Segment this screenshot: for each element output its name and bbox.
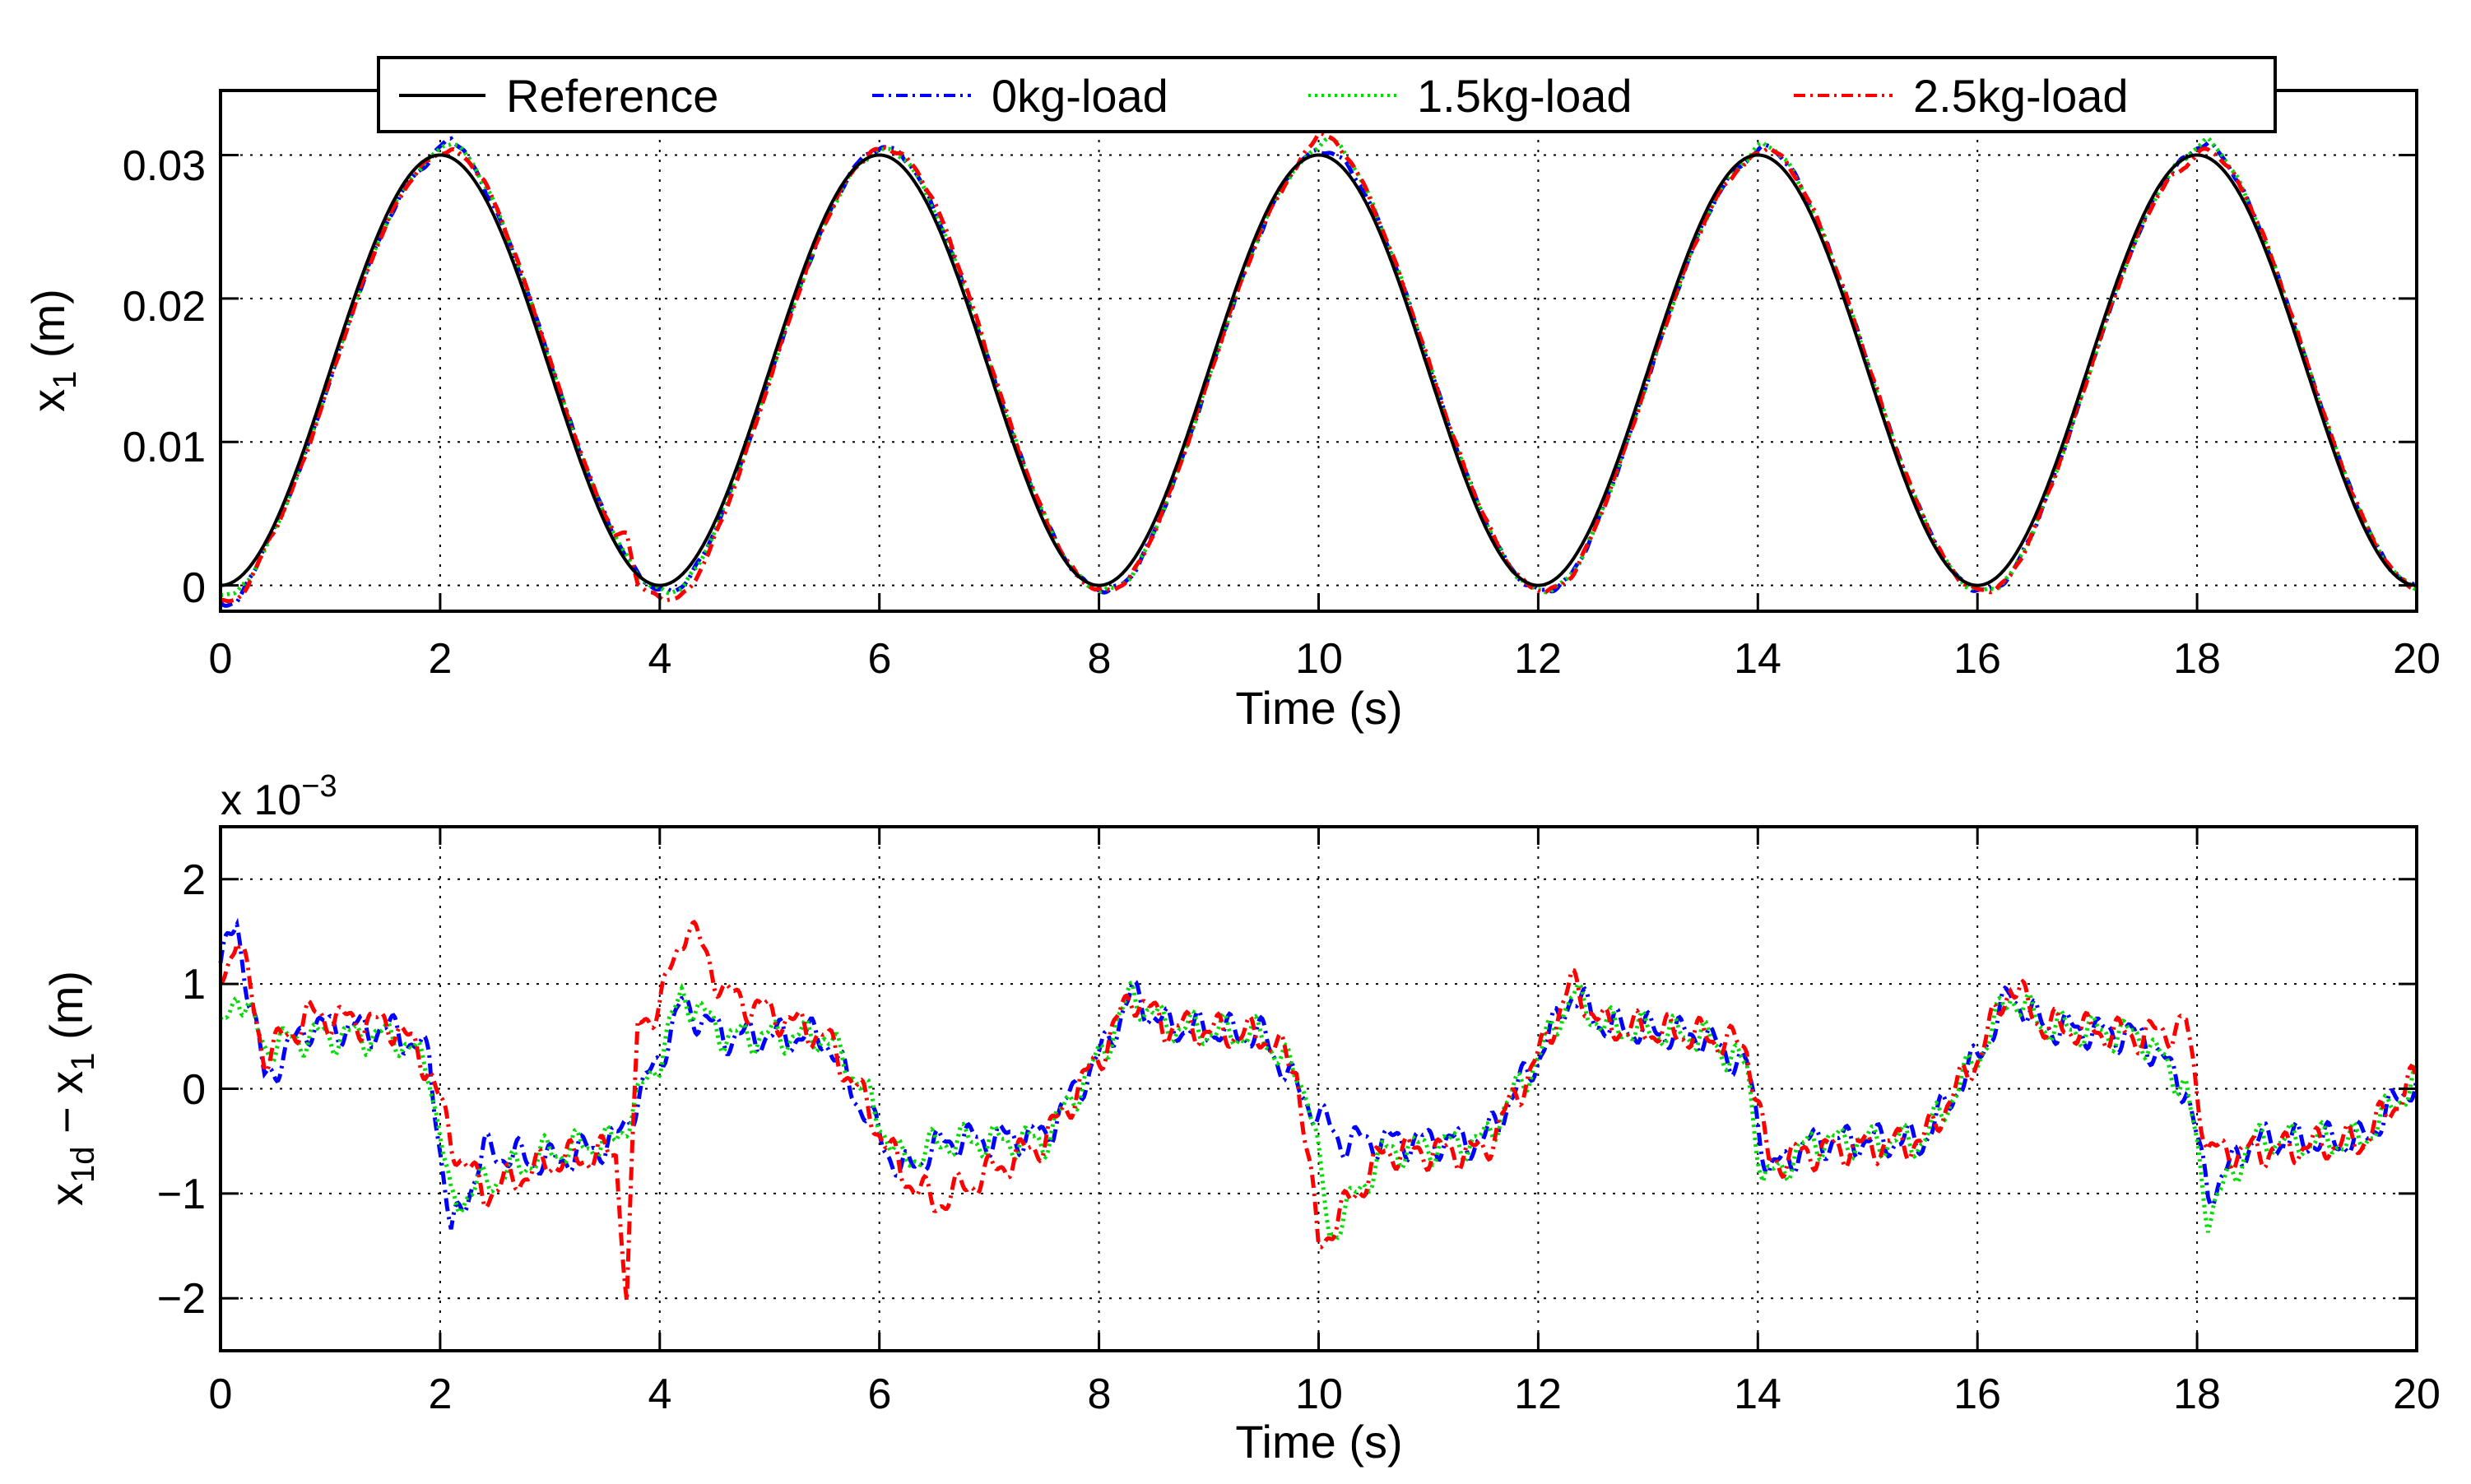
top-series-line-Reference — [221, 153, 2417, 587]
top-x-tick-label: 18 — [2173, 635, 2221, 683]
bottom-x-tick-label: 2 — [429, 1370, 453, 1418]
top-x-tick-label: 12 — [1514, 635, 1562, 683]
bottom-series-line-0kg-load — [218, 917, 2419, 1230]
bottom-y-multiplier-exp: −3 — [301, 769, 337, 804]
bottom-y-tick-label: 0 — [182, 1066, 206, 1114]
bottom-series-line-2.5kg-load — [220, 920, 2419, 1302]
bottom-x-tick-label: 16 — [1953, 1370, 2001, 1418]
bottom-plot: 0 2 4 6 8 10 12 14 16 18 20 −2 −1 0 1 2 … — [40, 769, 2441, 1468]
top-y-axis-title-main: x — [22, 389, 74, 412]
top-plot-area — [221, 90, 2417, 611]
top-x-tick-label: 10 — [1295, 635, 1343, 683]
top-y-axis-title-unit: (m) — [22, 289, 74, 371]
legend-label-1_5kg: 1.5kg-load — [1417, 70, 1633, 122]
top-series-line-2.5kg-load — [221, 131, 2418, 604]
bottom-y-tick-label: 2 — [182, 856, 206, 904]
top-x-tick-label: 4 — [648, 635, 672, 683]
top-y-tick-label: 0.01 — [123, 424, 206, 471]
bottom-y-multiplier: x 10−3 — [221, 769, 337, 824]
top-x-tick-label: 20 — [2393, 635, 2441, 683]
bottom-x-tick-labels: 0 2 4 6 8 10 12 14 16 18 20 — [209, 1370, 2441, 1418]
top-y-tick-label: 0.02 — [123, 283, 206, 331]
bottom-x-tick-label: 6 — [868, 1370, 892, 1418]
bottom-y-axis-title-unit: (m) — [40, 971, 92, 1053]
bottom-x-tick-label: 18 — [2173, 1370, 2221, 1418]
bottom-y-tick-label: −2 — [157, 1275, 206, 1323]
bottom-y-tick-label: −1 — [157, 1171, 206, 1218]
bottom-y-axis-title-main: x — [40, 1183, 92, 1206]
top-x-tick-labels: 0 2 4 6 8 10 12 14 16 18 20 — [209, 635, 2441, 683]
legend-label-0kg: 0kg-load — [992, 70, 1168, 122]
top-y-axis-title: x1 (m) — [22, 289, 83, 412]
top-y-tick-labels: 0 0.01 0.02 0.03 — [123, 142, 206, 612]
top-x-tick-label: 14 — [1734, 635, 1781, 683]
bottom-series — [218, 917, 2419, 1302]
legend: Reference 0kg-load 1.5kg-load 2.5kg-load — [377, 56, 2277, 133]
top-x-tick-label: 2 — [429, 635, 453, 683]
bottom-x-axis-title: Time (s) — [1235, 1416, 1402, 1468]
bottom-x-tick-label: 14 — [1734, 1370, 1781, 1418]
bottom-y-multiplier-base: x 10 — [221, 777, 301, 824]
legend-box — [377, 56, 2277, 133]
bottom-x-tick-label: 20 — [2393, 1370, 2441, 1418]
bottom-ticks — [219, 827, 2418, 1351]
bottom-x-tick-label: 4 — [648, 1370, 672, 1418]
bottom-x-tick-label: 0 — [209, 1370, 233, 1418]
top-x-tick-label: 16 — [1953, 635, 2001, 683]
bottom-grid — [221, 827, 2417, 1351]
bottom-y-axis-title-mid: − x — [40, 1071, 92, 1147]
legend-label-reference: Reference — [506, 70, 718, 122]
bottom-x-tick-label: 12 — [1514, 1370, 1562, 1418]
top-y-axis-title-sub: 1 — [47, 371, 83, 389]
bottom-x-tick-label: 8 — [1088, 1370, 1112, 1418]
top-y-tick-label: 0 — [182, 564, 206, 612]
top-x-axis-title: Time (s) — [1235, 682, 1402, 734]
top-x-tick-label: 8 — [1088, 635, 1112, 683]
bottom-y-axis-title-sub1: 1d — [65, 1147, 101, 1184]
top-plot: 0 2 4 6 8 10 12 14 16 18 20 0 0.01 0.02 … — [22, 56, 2441, 734]
legend-label-2_5kg: 2.5kg-load — [1913, 70, 2129, 122]
bottom-x-tick-label: 10 — [1295, 1370, 1343, 1418]
top-y-tick-label: 0.03 — [123, 142, 206, 190]
top-series — [219, 131, 2418, 608]
top-x-tick-label: 0 — [209, 635, 233, 683]
bottom-y-axis-title-sub2: 1 — [65, 1052, 101, 1070]
bottom-y-axis-title: x1d − x1 (m) — [40, 971, 101, 1206]
bottom-y-tick-label: 1 — [182, 961, 206, 1009]
bottom-y-tick-labels: −2 −1 0 1 2 — [157, 856, 206, 1323]
top-x-tick-label: 6 — [868, 635, 892, 683]
